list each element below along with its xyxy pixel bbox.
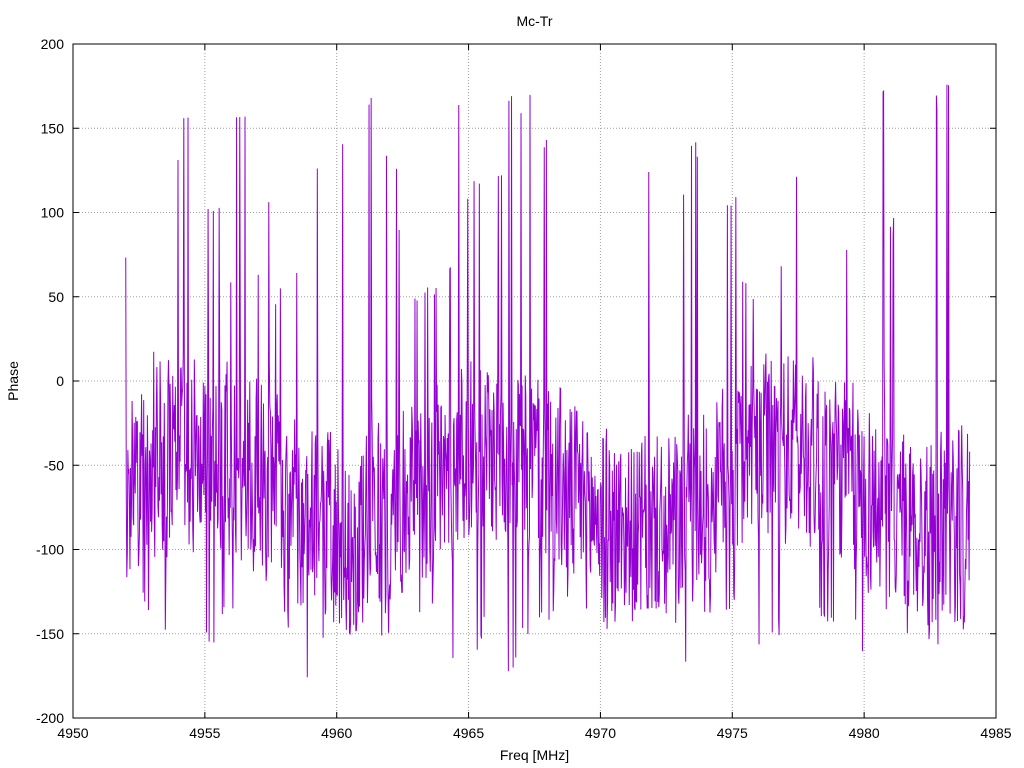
x-tick-label: 4950: [57, 725, 88, 741]
x-tick-label: 4980: [849, 725, 880, 741]
y-tick-label: 100: [41, 205, 65, 221]
y-tick-label: 200: [41, 36, 65, 52]
y-tick-label: 50: [48, 289, 64, 305]
x-tick-label: 4960: [321, 725, 352, 741]
y-axis-title: Phase: [5, 361, 21, 401]
phase-series-line-0: [125, 84, 971, 678]
y-tick-label: -200: [36, 710, 64, 726]
x-axis-title: Freq [MHz]: [500, 747, 569, 763]
x-tick-label: 4975: [717, 725, 748, 741]
y-tick-label: -100: [36, 542, 64, 558]
axis-ticks: 4950 4955 4960 4965 4970 4975 4980 4985 -200 -150…: [36, 36, 1012, 741]
x-tick-label: 4985: [980, 725, 1011, 741]
chart-title: Mc-Tr: [516, 13, 552, 29]
x-tick-label: 4965: [453, 725, 484, 741]
y-tick-label: 150: [41, 120, 65, 136]
y-tick-label: -150: [36, 626, 64, 642]
data-series: [125, 84, 971, 678]
x-tick-label: 4955: [189, 725, 220, 741]
x-tick-label: 4970: [585, 725, 616, 741]
y-tick-label: 0: [56, 373, 64, 389]
y-tick-label: -50: [44, 457, 64, 473]
